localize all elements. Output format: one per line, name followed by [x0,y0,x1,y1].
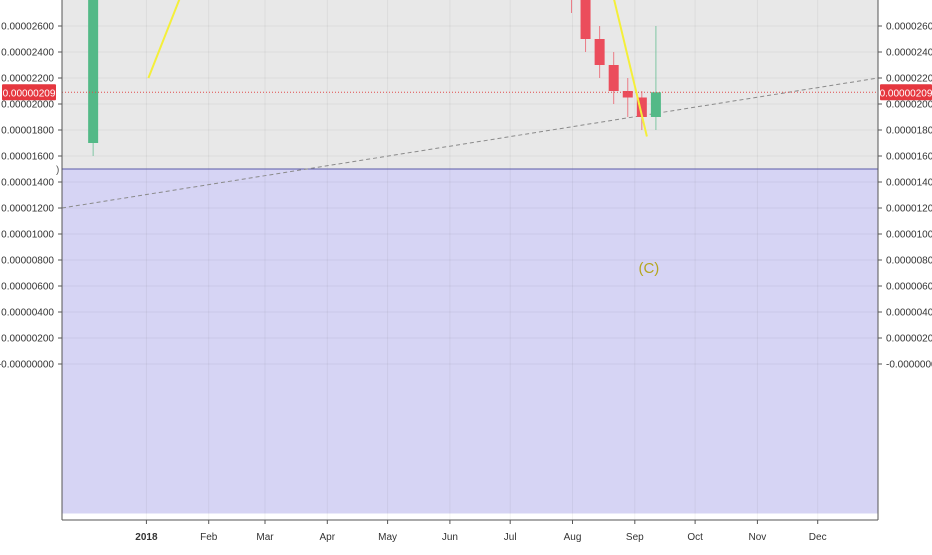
candle-down [622,91,633,98]
price-badge-right-text: 0.00000209 [880,88,932,99]
y-tick-label-left: 0.00002600 [1,22,54,33]
x-tick-label: Jul [504,532,517,543]
x-tick-label: Mar [256,532,274,543]
y-tick-label-left: 0.00000400 [1,308,54,319]
trend-line [61,77,879,209]
y-tick-label-right: 0.00000200 [886,334,932,345]
y-tick-label-right: 0.00002400 [886,48,932,59]
x-tick-label: Sep [626,532,644,543]
candle-down [608,65,619,91]
fib-level-marker: ) [56,165,59,176]
y-tick-label-left: 0.00001800 [1,126,54,137]
grid [62,0,878,520]
y-tick-label-right: 0.00002000 [886,100,932,111]
x-tick-label: Oct [687,532,703,543]
x-tick-label: Apr [320,532,336,543]
y-tick-label-right: 0.00001400 [886,178,932,189]
x-tick-label: Aug [564,532,582,543]
y-tick-label-left: 0.00000600 [1,282,54,293]
x-tick-label: May [378,532,397,543]
trend-line-dashed [61,77,879,209]
candle-up [650,92,661,117]
y-tick-label-left: 0.00002000 [1,100,54,111]
x-tick-label: Jun [442,532,458,543]
price-badge-left [2,84,56,101]
y-tick-label-left: -0.00000000 [0,360,54,371]
candle-down [636,97,647,117]
price-badge-right [880,84,932,101]
x-tick-label: 2018 [135,532,158,543]
y-tick-label-left: 0.00000200 [1,334,54,345]
y-tick-label-right: 0.00000400 [886,308,932,319]
y-tick-label-left: 0.00001400 [1,178,54,189]
candle-up [88,0,99,143]
candle-down [594,39,605,65]
fib-zone [62,169,878,514]
y-tick-label-left: 0.00000800 [1,256,54,267]
candle-down [580,0,591,39]
axes: 0.00002600 0.00002600 0.00002400 0.00002400… [0,0,932,543]
x-tick-label: Dec [809,532,827,543]
y-tick-label-right: 0.00001800 [886,126,932,137]
x-tick-label: Nov [749,532,767,543]
wave-label: (C) [638,260,659,277]
fib-lines: ))))))) [56,165,878,176]
y-tick-label-right: 0.00000600 [886,282,932,293]
y-tick-label-left: 0.00001000 [1,230,54,241]
price-badge-left-text: 0.00000209 [3,88,56,99]
y-tick-label-left: 0.00001200 [1,204,54,215]
wave-labels: (A)(B)(C) [638,260,659,277]
y-tick-label-left: 0.00002200 [1,74,54,85]
fib-zones [62,0,878,514]
y-tick-label-right: 0.00001200 [886,204,932,215]
y-tick-label-right: -0.00000000 [886,360,932,371]
x-tick-label: Feb [200,532,218,543]
y-tick-label-right: 0.00002200 [886,74,932,85]
y-tick-label-left: 0.00002400 [1,48,54,59]
y-tick-label-right: 0.00001600 [886,152,932,163]
candles [88,0,661,156]
fib-zone [62,0,878,169]
y-tick-label-right: 0.00002600 [886,22,932,33]
y-tick-label-right: 0.00000800 [886,256,932,267]
y-tick-label-left: 0.00001600 [1,152,54,163]
y-tick-label-right: 0.00001000 [886,230,932,241]
